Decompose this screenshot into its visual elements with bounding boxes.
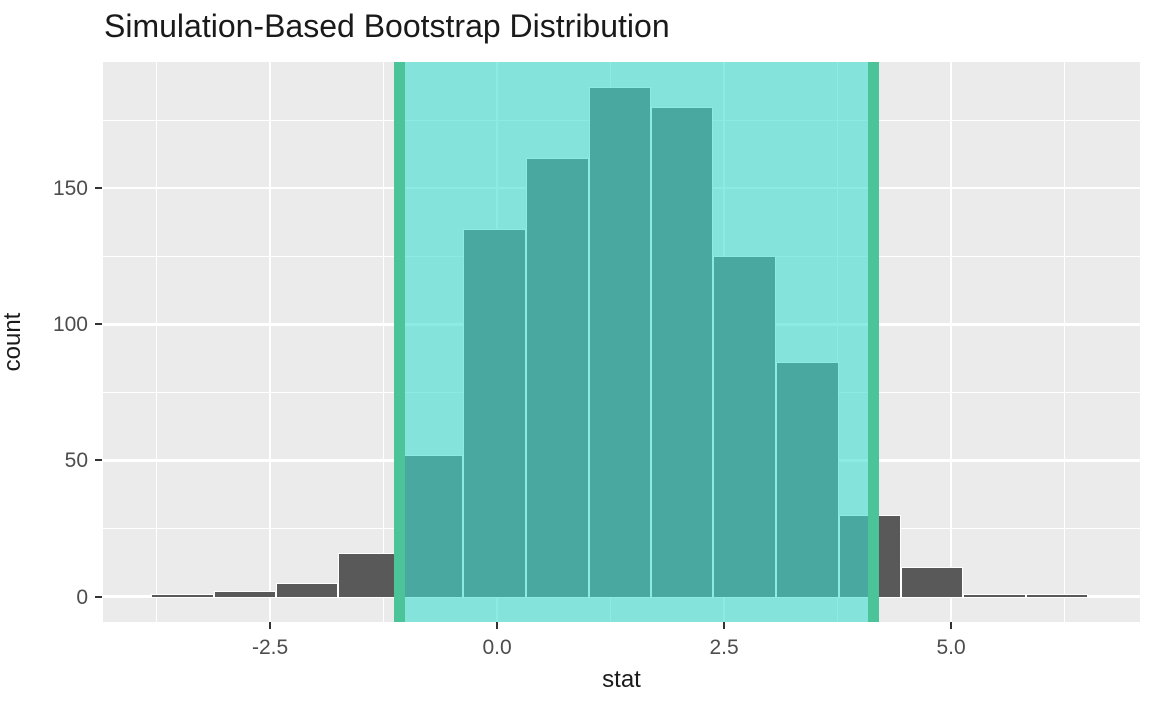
histogram-bar: [338, 552, 401, 599]
histogram-bar: [276, 582, 339, 599]
x-tick-mark: [496, 622, 499, 629]
x-axis-title: stat: [602, 666, 641, 693]
x-minor-gridline: [1064, 62, 1066, 622]
histogram-bar: [901, 566, 963, 599]
x-major-gridline: [949, 62, 953, 622]
histogram-bar: [962, 593, 1026, 599]
x-tick-label: 5.0: [936, 636, 966, 659]
x-tick-mark: [723, 622, 726, 629]
x-minor-gridline: [155, 62, 158, 622]
x-tick-mark: [950, 622, 953, 629]
x-tick-label: -2.5: [251, 636, 289, 659]
histogram-bar: [1025, 593, 1089, 599]
y-tick-mark: [95, 595, 102, 598]
y-tick-label: 150: [52, 177, 88, 201]
x-minor-gridline: [382, 62, 385, 622]
x-tick-mark: [269, 622, 272, 629]
ci-lower-bound-line: [393, 62, 405, 622]
x-tick-label: 2.5: [709, 636, 739, 659]
y-tick-mark: [95, 187, 102, 190]
y-tick-label: 50: [64, 449, 88, 473]
y-tick-label: 0: [76, 585, 88, 609]
y-axis-title: count: [0, 312, 26, 372]
x-tick-label: 0.0: [482, 636, 512, 659]
ci-upper-bound-line: [868, 62, 880, 622]
y-tick-mark: [95, 459, 102, 462]
histogram-bar: [151, 593, 214, 599]
x-major-gridline: [268, 62, 272, 622]
y-tick-mark: [95, 323, 102, 326]
histogram-bar: [213, 591, 277, 599]
confidence-interval-shade: [399, 62, 874, 622]
y-tick-label: 100: [52, 313, 88, 337]
chart-title: Simulation-Based Bootstrap Distribution: [104, 8, 670, 44]
